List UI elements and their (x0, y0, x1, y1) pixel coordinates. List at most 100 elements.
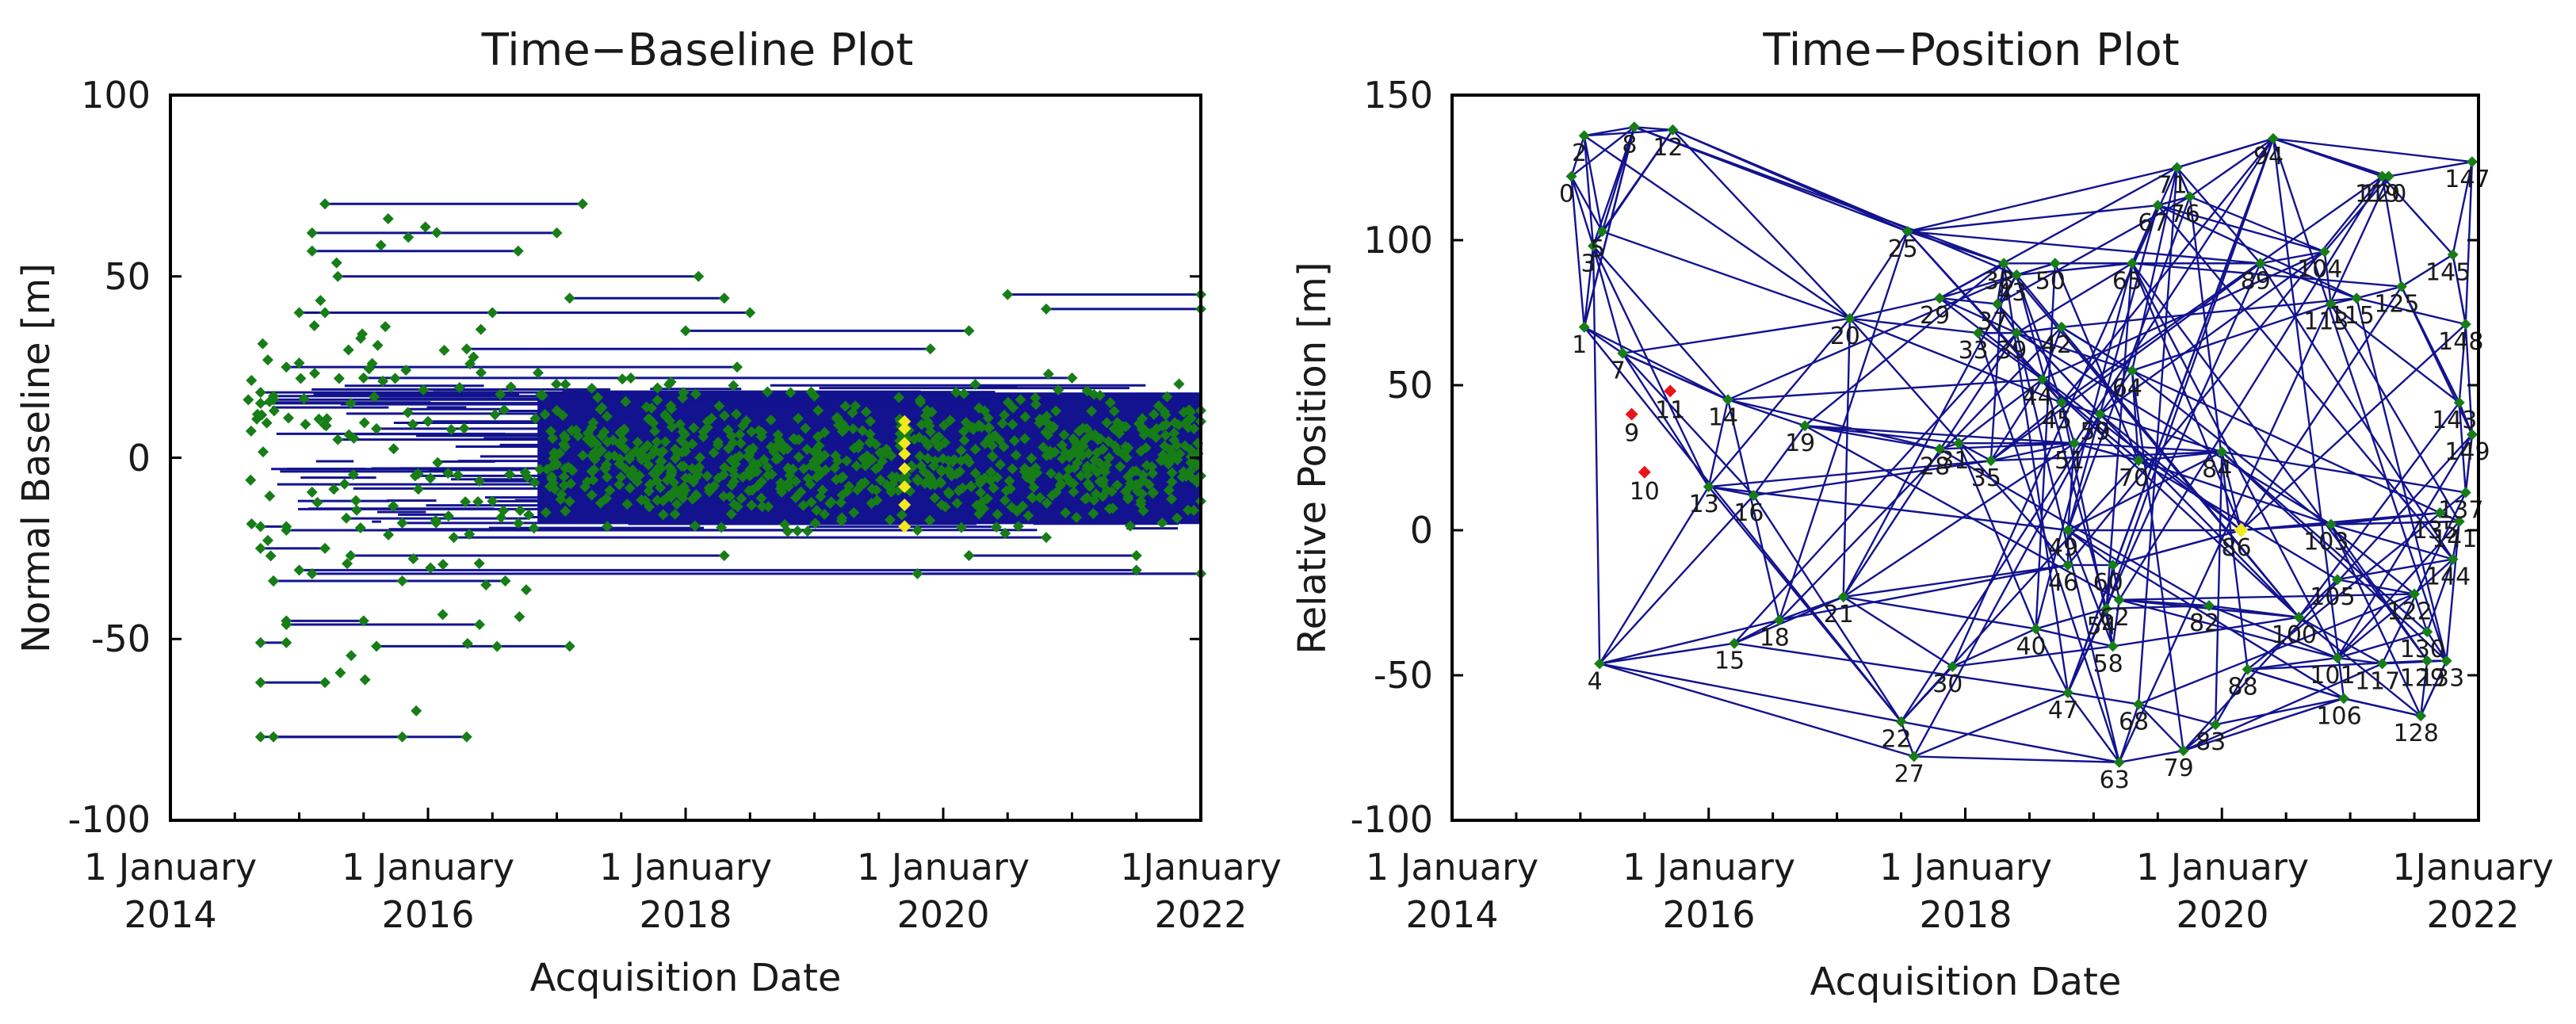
baseline-acquisition-point (1163, 484, 1175, 496)
baseline-acquisition-point (1068, 486, 1080, 498)
baseline-acquisition-point (1019, 411, 1031, 423)
position-connection (1805, 425, 1959, 445)
position-acquisition-label: 58 (2093, 650, 2123, 678)
baseline-acquisition-point (624, 482, 636, 494)
baseline-acquisition-point (1185, 412, 1197, 424)
position-connection (2458, 324, 2467, 403)
baseline-acquisition-point (546, 473, 558, 485)
baseline-acquisition-point (950, 387, 962, 399)
position-acquisition-point (1908, 751, 1920, 762)
position-connection (1939, 448, 2210, 607)
baseline-acquisition-point (1068, 478, 1080, 490)
position-connection (2066, 529, 2114, 647)
baseline-acquisition-point (924, 426, 936, 437)
baseline-acquisition-point (319, 198, 331, 210)
baseline-reference-point (898, 520, 912, 533)
position-acquisition-label: 14 (1708, 403, 1738, 431)
baseline-acquisition-point (955, 445, 967, 457)
baseline-acquisition-point (666, 421, 678, 433)
baseline-acquisition-point (560, 505, 571, 517)
baseline-acquisition-point (835, 515, 847, 527)
baseline-acquisition-point (1007, 402, 1019, 414)
baseline-acquisition-point (1041, 449, 1053, 461)
baseline-acquisition-point (1010, 449, 1022, 461)
position-connection (2464, 324, 2474, 435)
baseline-acquisition-point (1025, 474, 1037, 486)
position-acquisition-point (2415, 710, 2427, 722)
baseline-acquisition-point (262, 534, 273, 546)
baseline-acquisition-point (686, 463, 698, 475)
baseline-acquisition-point (621, 499, 633, 510)
position-acquisition-label: 29 (1920, 302, 1950, 330)
position-acquisition-point (1953, 437, 1965, 449)
position-reference-point (2234, 523, 2249, 537)
position-acquisition-label: 60 (2093, 569, 2123, 597)
baseline-acquisition-point (257, 338, 269, 350)
baseline-acquisition-point (969, 443, 981, 455)
position-connection (2131, 370, 2184, 751)
baseline-plot-title: Time−Baseline Plot (481, 25, 914, 76)
baseline-acquisition-point (1034, 413, 1046, 425)
baseline-acquisition-point (1103, 502, 1115, 514)
baseline-acquisition-point (839, 400, 851, 412)
baseline-acquisition-point (596, 430, 608, 442)
position-acquisition-label: 49 (2048, 534, 2078, 562)
baseline-acquisition-point (1174, 448, 1186, 460)
baseline-acquisition-point (877, 446, 889, 458)
baseline-acquisition-point (663, 490, 675, 502)
position-connection (1583, 246, 1595, 327)
baseline-acquisition-point (665, 376, 677, 388)
baseline-acquisition-point (744, 307, 756, 319)
position-xtick-label: 2022 (2426, 893, 2519, 936)
position-acquisition-label: 40 (2016, 632, 2046, 660)
position-connection (1583, 136, 1595, 246)
position-connection (2157, 195, 2191, 207)
baseline-acquisition-point (460, 496, 472, 508)
baseline-acquisition-point (1101, 417, 1113, 429)
position-connection (2016, 326, 2062, 334)
baseline-acquisition-point (1041, 497, 1053, 509)
baseline-acquisition-point (728, 380, 740, 392)
baseline-acquisition-point (334, 667, 346, 678)
baseline-acquisition-point (503, 468, 515, 480)
position-connection (2118, 175, 2390, 763)
baseline-acquisition-point (1143, 479, 1155, 491)
baseline-acquisition-point (718, 550, 730, 562)
baseline-ytick-label: -50 (91, 617, 151, 660)
baseline-acquisition-point (499, 575, 511, 587)
baseline-acquisition-point (772, 429, 784, 441)
position-connection (2066, 443, 2076, 531)
position-acquisition-label: 50 (2035, 267, 2066, 295)
position-acquisition-point (2030, 623, 2042, 635)
baseline-acquisition-point (1188, 504, 1200, 516)
baseline-acquisition-point (756, 501, 768, 513)
baseline-acquisition-point (690, 388, 701, 400)
baseline-acquisition-point (963, 550, 975, 562)
baseline-acquisition-point (589, 453, 601, 465)
baseline-acquisition-point (315, 295, 327, 307)
position-connection (2138, 703, 2184, 751)
baseline-acquisition-point (602, 436, 613, 448)
baseline-acquisition-point (824, 498, 836, 510)
baseline-acquisition-point (627, 464, 639, 476)
position-unused-label: 11 (1655, 396, 1685, 424)
baseline-acquisition-point (732, 501, 743, 513)
baseline-acquisition-point (979, 405, 991, 417)
position-connection (1583, 126, 1636, 328)
position-connection (1778, 326, 2062, 621)
baseline-acquisition-point (604, 484, 616, 496)
baseline-acquisition-point (437, 559, 449, 571)
position-connection (1805, 425, 2075, 445)
baseline-acquisition-point (981, 492, 993, 504)
position-acquisition-point (2107, 640, 2119, 652)
baseline-acquisition-point (850, 460, 862, 472)
time-baseline-plot: Time−Baseline Plot 100 50 0 -50 -100 1 J… (14, 25, 1282, 1000)
baseline-acquisition-point (535, 389, 547, 401)
baseline-xtick-label: 2020 (896, 893, 989, 936)
position-acquisition-point (2325, 518, 2337, 530)
baseline-reference-point (898, 415, 912, 428)
position-connection (2381, 491, 2467, 664)
position-connection (2356, 297, 2448, 661)
